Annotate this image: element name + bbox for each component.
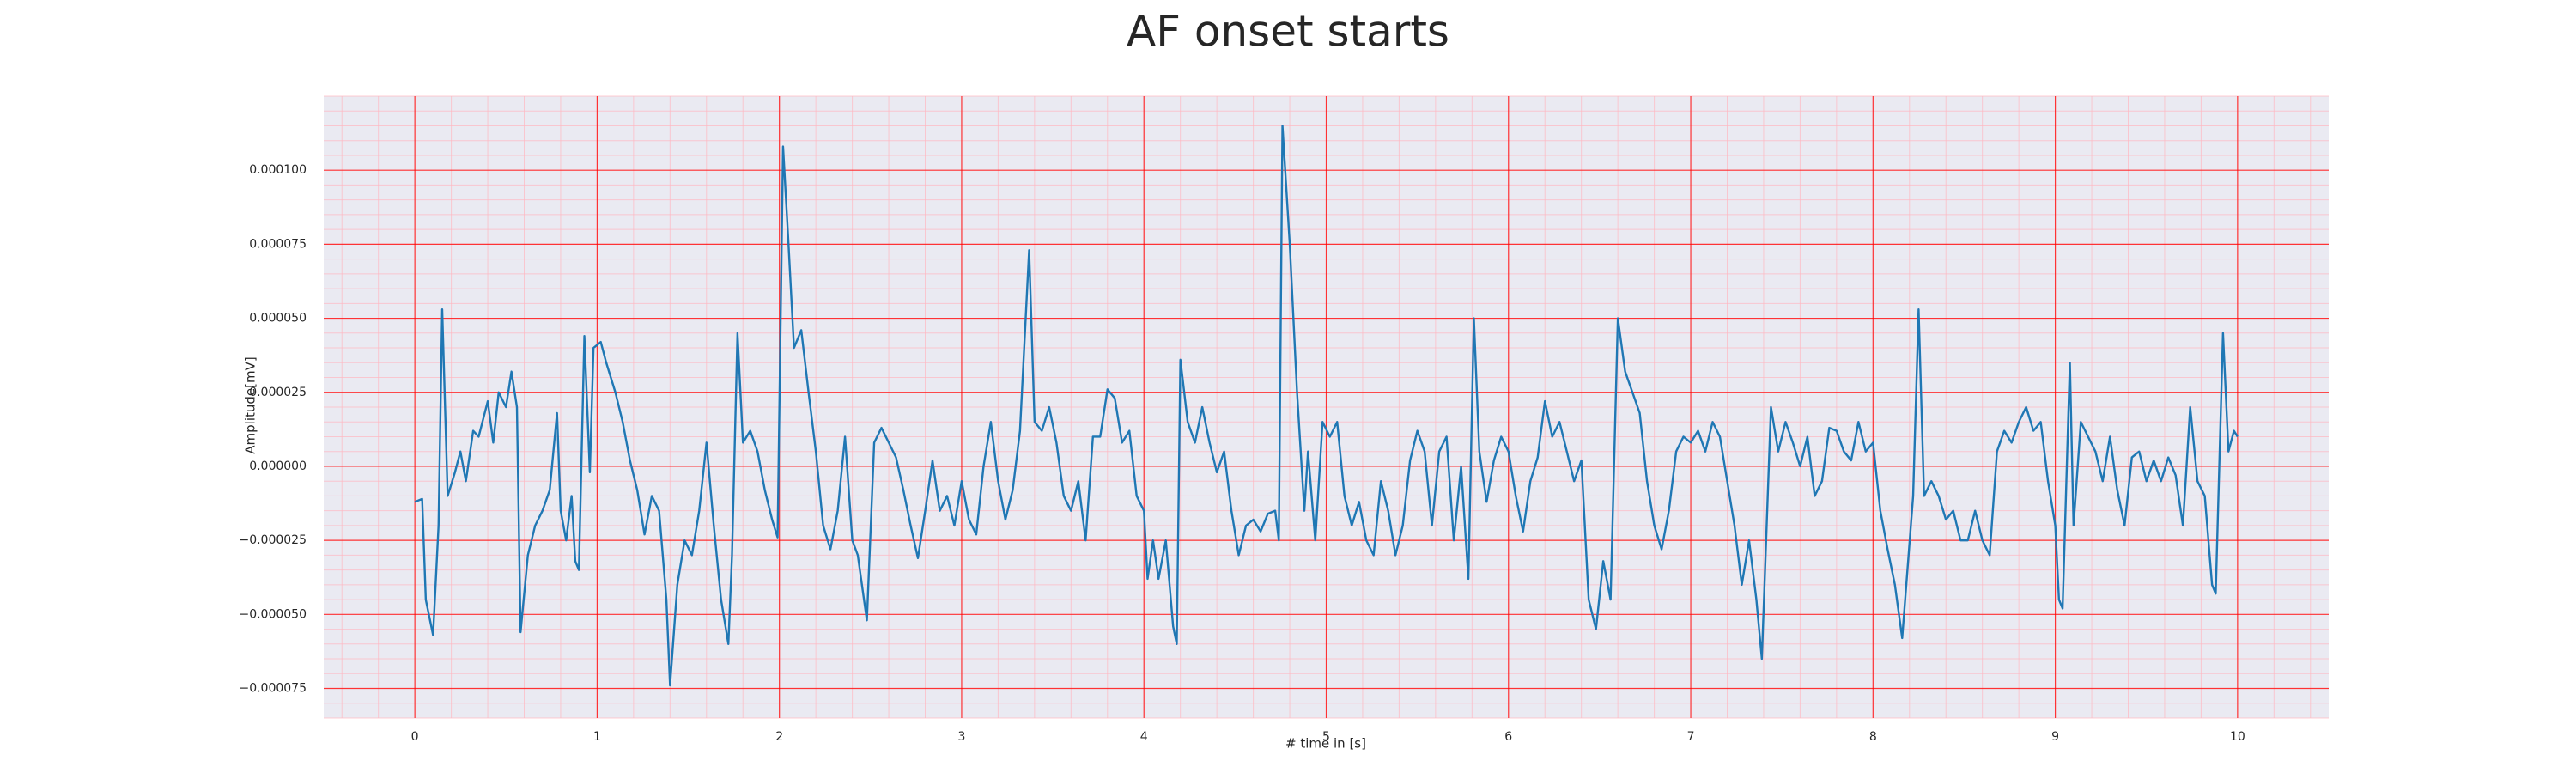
x-axis-label: # time in [s] bbox=[1285, 736, 1366, 752]
y-tick-label: 0.000075 bbox=[249, 237, 307, 251]
y-tick-label: 0.000050 bbox=[249, 312, 307, 326]
x-tick-label: 4 bbox=[1140, 730, 1148, 744]
x-tick-label: 10 bbox=[2230, 730, 2245, 744]
x-tick-label: 9 bbox=[2051, 730, 2059, 744]
y-tick-label: −0.000025 bbox=[239, 533, 307, 547]
y-axis-label: Amplitude[mV] bbox=[243, 356, 258, 453]
grid bbox=[324, 95, 2329, 719]
y-tick-label: 0.000100 bbox=[249, 163, 307, 177]
x-tick-label: 1 bbox=[593, 730, 601, 744]
y-tick-label: 0.000025 bbox=[249, 386, 307, 399]
y-tick-label: −0.000050 bbox=[239, 607, 307, 621]
chart-title: AF onset starts bbox=[1127, 7, 1449, 57]
x-tick-label: 2 bbox=[775, 730, 783, 744]
x-tick-label: 0 bbox=[411, 730, 419, 744]
x-tick-label: 5 bbox=[1322, 730, 1330, 744]
x-tick-label: 6 bbox=[1504, 730, 1512, 744]
x-tick-label: 3 bbox=[957, 730, 965, 744]
y-tick-label: −0.000075 bbox=[239, 682, 307, 696]
signal-line bbox=[414, 125, 2239, 687]
x-tick-label: 8 bbox=[1869, 730, 1877, 744]
y-tick-label: 0.000000 bbox=[249, 460, 307, 473]
x-tick-label: 7 bbox=[1687, 730, 1695, 744]
